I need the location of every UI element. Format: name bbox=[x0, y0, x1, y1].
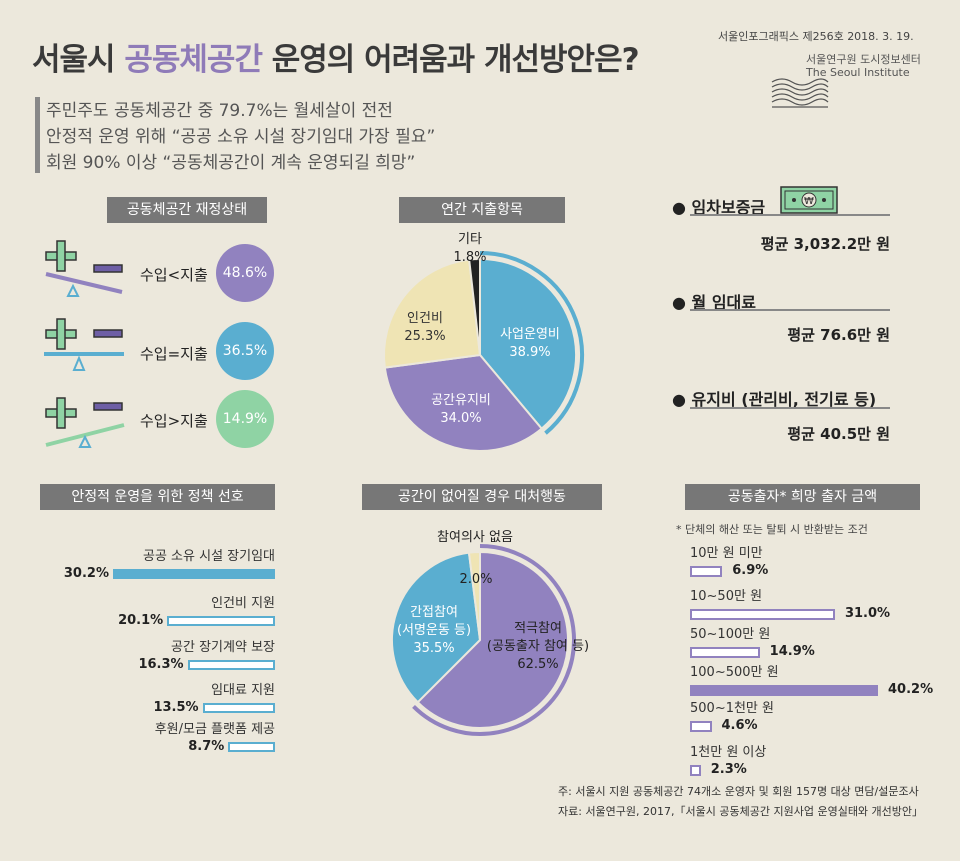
investment-bar bbox=[690, 685, 878, 696]
finance-label: 수입>지출 bbox=[140, 412, 208, 430]
cost-label: ● 월 임대료 bbox=[672, 293, 756, 312]
summary-accent-bar bbox=[35, 97, 40, 173]
policy-heading: 안정적 운영을 위한 정책 선호 bbox=[40, 484, 275, 510]
pie-slice bbox=[467, 550, 481, 641]
investment-bar-label: 500~1천만 원 bbox=[690, 701, 774, 716]
investment-bar-label: 100~500만 원 bbox=[690, 665, 779, 680]
policy-bar-value: 16.3% bbox=[138, 657, 184, 672]
expense-pie-heading: 연간 지출항목 bbox=[399, 197, 565, 223]
footer-note: 주: 서울시 지원 공동체공간 74개소 운영자 및 회원 157명 대상 면담… bbox=[558, 785, 919, 798]
seoul-institute-logo-icon bbox=[771, 78, 829, 108]
summary-line: 안정적 운영 위해 “공공 소유 시설 장기임대 가장 필요” bbox=[46, 127, 436, 147]
investment-bar-value: 4.6% bbox=[721, 718, 758, 733]
cost-value: 평균 3,032.2만 원 bbox=[760, 235, 890, 253]
pie-highlight-arc bbox=[479, 251, 584, 435]
response-pie-heading: 공간이 없어질 경우 대처행동 bbox=[362, 484, 602, 510]
policy-bar-label: 인건비 지원 bbox=[211, 596, 275, 611]
policy-bar bbox=[228, 742, 275, 752]
title-highlight: 공동체공간 bbox=[124, 42, 263, 78]
investment-bar bbox=[690, 609, 835, 620]
cost-value: 평균 40.5만 원 bbox=[787, 425, 890, 443]
investment-bar-label: 50~100만 원 bbox=[690, 627, 771, 642]
pie-slice bbox=[479, 257, 577, 430]
investment-footnote: * 단체의 해산 또는 탈퇴 시 반환받는 조건 bbox=[676, 523, 868, 536]
investment-bar-label: 10~50만 원 bbox=[690, 589, 763, 604]
investment-bar bbox=[690, 647, 760, 658]
policy-bar-label: 후원/모금 플랫폼 제공 bbox=[154, 722, 275, 737]
pie-label-labor: 인건비 25.3% bbox=[404, 311, 446, 344]
policy-bar-value: 30.2% bbox=[63, 566, 109, 581]
pie-label-operation: 사업운영비 38.9% bbox=[500, 327, 560, 360]
investment-bar-value: 6.9% bbox=[732, 563, 769, 578]
policy-bar-label: 공공 소유 시설 장기임대 bbox=[143, 549, 275, 564]
footer-source: 자료: 서울연구원, 2017,「서울시 공동체공간 지원사업 운영실태와 개선… bbox=[558, 805, 924, 818]
policy-bar-value: 8.7% bbox=[188, 739, 225, 754]
investment-bar-value: 14.9% bbox=[769, 644, 815, 659]
policy-bar bbox=[187, 660, 275, 670]
pie-slice bbox=[391, 551, 482, 704]
investment-bar bbox=[690, 765, 701, 776]
policy-bar-label: 임대료 지원 bbox=[211, 683, 275, 698]
pie-slice bbox=[383, 258, 482, 369]
finance-value-circle: 36.5% bbox=[216, 322, 274, 380]
finance-label: 수입<지출 bbox=[140, 266, 208, 284]
policy-bar bbox=[167, 616, 275, 626]
cost-divider bbox=[690, 309, 890, 311]
finance-value-circle: 14.9% bbox=[216, 390, 274, 448]
policy-bar-value: 13.5% bbox=[153, 700, 199, 715]
policy-bar-value: 20.1% bbox=[118, 613, 164, 628]
policy-bar bbox=[202, 703, 275, 713]
pie-label-none: 참여의사 없음 bbox=[437, 530, 513, 545]
pie-label-indirect: 간접참여 (서명운동 등) 35.5% bbox=[396, 605, 472, 656]
org-name-en: The Seoul Institute bbox=[806, 66, 910, 79]
issue-info: 서울인포그래픽스 제256호 2018. 3. 19. bbox=[718, 30, 914, 43]
seesaw-flat-icon bbox=[44, 318, 124, 371]
cost-divider bbox=[690, 214, 890, 216]
expense-pie-chart bbox=[383, 251, 584, 452]
cost-divider bbox=[690, 407, 890, 409]
org-name: 서울연구원 도시정보센터 bbox=[806, 53, 921, 66]
pie-slice bbox=[383, 353, 544, 452]
investment-bar-value: 31.0% bbox=[844, 606, 891, 621]
pie-label-space: 공간유지비 34.0% bbox=[431, 393, 491, 426]
pie-label-none-value: 2.0% bbox=[459, 572, 493, 587]
pie-highlight-arc bbox=[412, 544, 576, 736]
pie-label-other: 기타 1.8% bbox=[453, 232, 487, 265]
policy-bar bbox=[113, 569, 275, 579]
cost-label: ● 임차보증금 bbox=[672, 198, 766, 217]
banknote-icon: ₩ bbox=[780, 186, 838, 214]
pie-slice bbox=[468, 257, 481, 356]
pie-label-active: 적극참여 (공동출자 참여 등) 62.5% bbox=[486, 621, 590, 672]
investment-bar-value: 40.2% bbox=[888, 682, 934, 697]
seesaw-left-icon bbox=[45, 240, 123, 297]
investment-bar bbox=[690, 566, 723, 577]
pie-slice bbox=[416, 550, 569, 729]
page-title: 서울시 공동체공간 운영의 어려움과 개선방안은? bbox=[32, 42, 640, 78]
finance-heading: 공동체공간 재정상태 bbox=[107, 197, 267, 223]
cost-value: 평균 76.6만 원 bbox=[787, 326, 890, 344]
seesaw-right-icon bbox=[45, 397, 125, 448]
finance-label: 수입=지출 bbox=[140, 345, 208, 363]
investment-bar-label: 10만 원 미만 bbox=[690, 546, 763, 561]
summary-line: 회원 90% 이상 “공동체공간이 계속 운영되길 희망” bbox=[46, 153, 416, 173]
investment-bar-label: 1천만 원 이상 bbox=[690, 745, 767, 760]
policy-bar-label: 공간 장기계약 보장 bbox=[171, 640, 275, 655]
finance-value-circle: 48.6% bbox=[216, 244, 274, 302]
summary-line: 주민주도 공동체공간 중 79.7%는 월세살이 전전 bbox=[46, 101, 393, 121]
cost-label: ● 유지비 (관리비, 전기료 등) bbox=[672, 390, 877, 409]
investment-bar bbox=[690, 721, 712, 732]
investment-bar-value: 2.3% bbox=[710, 762, 747, 777]
svg-text:₩: ₩ bbox=[804, 196, 814, 207]
investment-heading: 공동출자* 희망 출자 금액 bbox=[685, 484, 920, 510]
response-pie-chart bbox=[391, 544, 576, 736]
